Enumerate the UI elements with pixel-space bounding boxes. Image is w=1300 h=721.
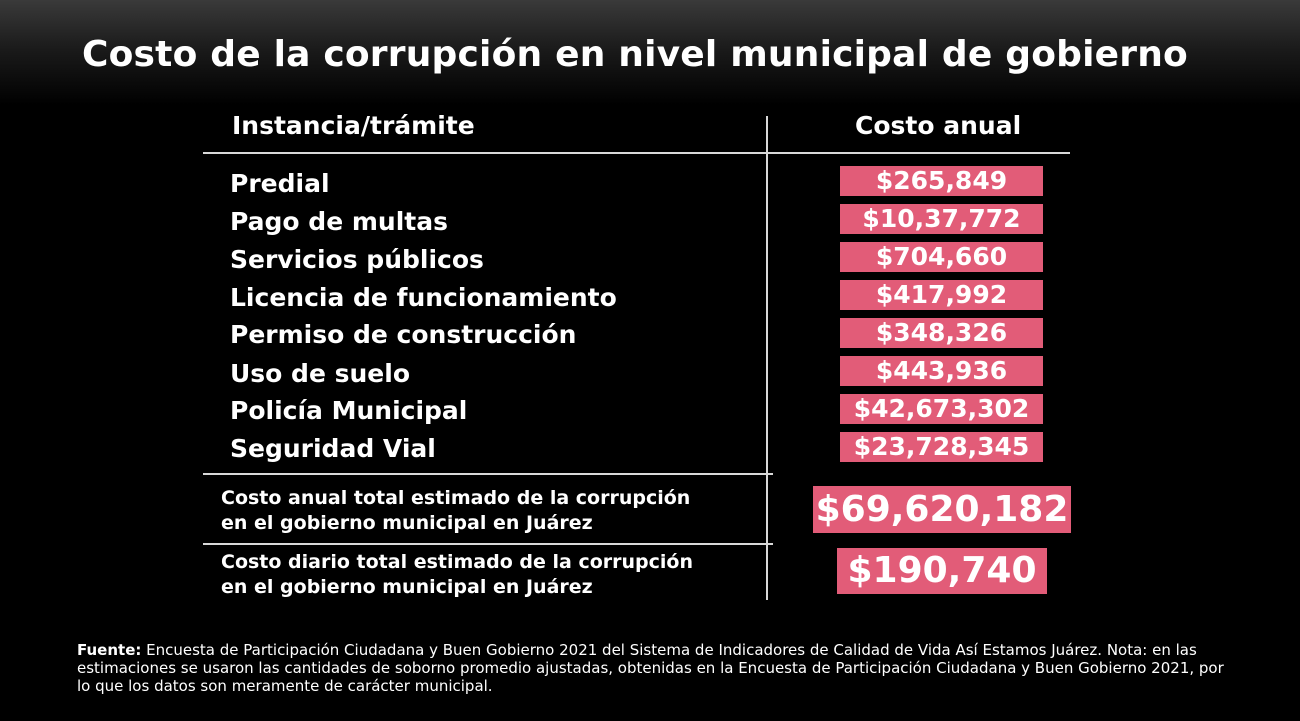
- daily-total-label-line1: Costo diario total estimado de la corrup…: [221, 551, 693, 573]
- annual-total-label-line2: en el gobierno municipal en Juárez: [221, 512, 593, 534]
- daily-total-label: Costo diario total estimado de la corrup…: [221, 550, 761, 600]
- row-label: Seguridad Vial: [230, 434, 436, 463]
- row-label: Pago de multas: [230, 207, 448, 236]
- rows-bottom-divider: [203, 473, 773, 475]
- column-divider: [766, 116, 768, 600]
- totals-divider: [203, 543, 773, 545]
- column-header-annual-cost: Costo anual: [855, 111, 1022, 140]
- page-title: Costo de la corrupción en nivel municipa…: [82, 34, 1188, 75]
- column-header-instance: Instancia/trámite: [232, 111, 475, 140]
- row-label: Permiso de construcción: [230, 320, 577, 349]
- row-value: $443,936: [840, 356, 1043, 386]
- row-value: $42,673,302: [840, 394, 1043, 424]
- annual-total-label-line1: Costo anual total estimado de la corrupc…: [221, 487, 691, 509]
- daily-total-value: $190,740: [837, 548, 1047, 594]
- row-value: $10,37,772: [840, 204, 1043, 234]
- source-note: Fuente: Encuesta de Participación Ciudad…: [77, 641, 1237, 695]
- row-label: Uso de suelo: [230, 359, 410, 388]
- row-value: $348,326: [840, 318, 1043, 348]
- row-label: Licencia de funcionamiento: [230, 283, 617, 312]
- row-value: $417,992: [840, 280, 1043, 310]
- daily-total-label-line2: en el gobierno municipal en Juárez: [221, 576, 593, 598]
- row-label: Predial: [230, 169, 330, 198]
- row-value: $265,849: [840, 166, 1043, 196]
- source-note-label: Fuente:: [77, 641, 142, 659]
- header-divider: [203, 152, 1070, 154]
- row-value: $23,728,345: [840, 432, 1043, 462]
- row-label: Policía Municipal: [230, 396, 468, 425]
- annual-total-label: Costo anual total estimado de la corrupc…: [221, 486, 761, 536]
- source-note-text: Encuesta de Participación Ciudadana y Bu…: [77, 641, 1224, 695]
- row-label: Servicios públicos: [230, 245, 484, 274]
- row-value: $704,660: [840, 242, 1043, 272]
- annual-total-value: $69,620,182: [813, 486, 1071, 533]
